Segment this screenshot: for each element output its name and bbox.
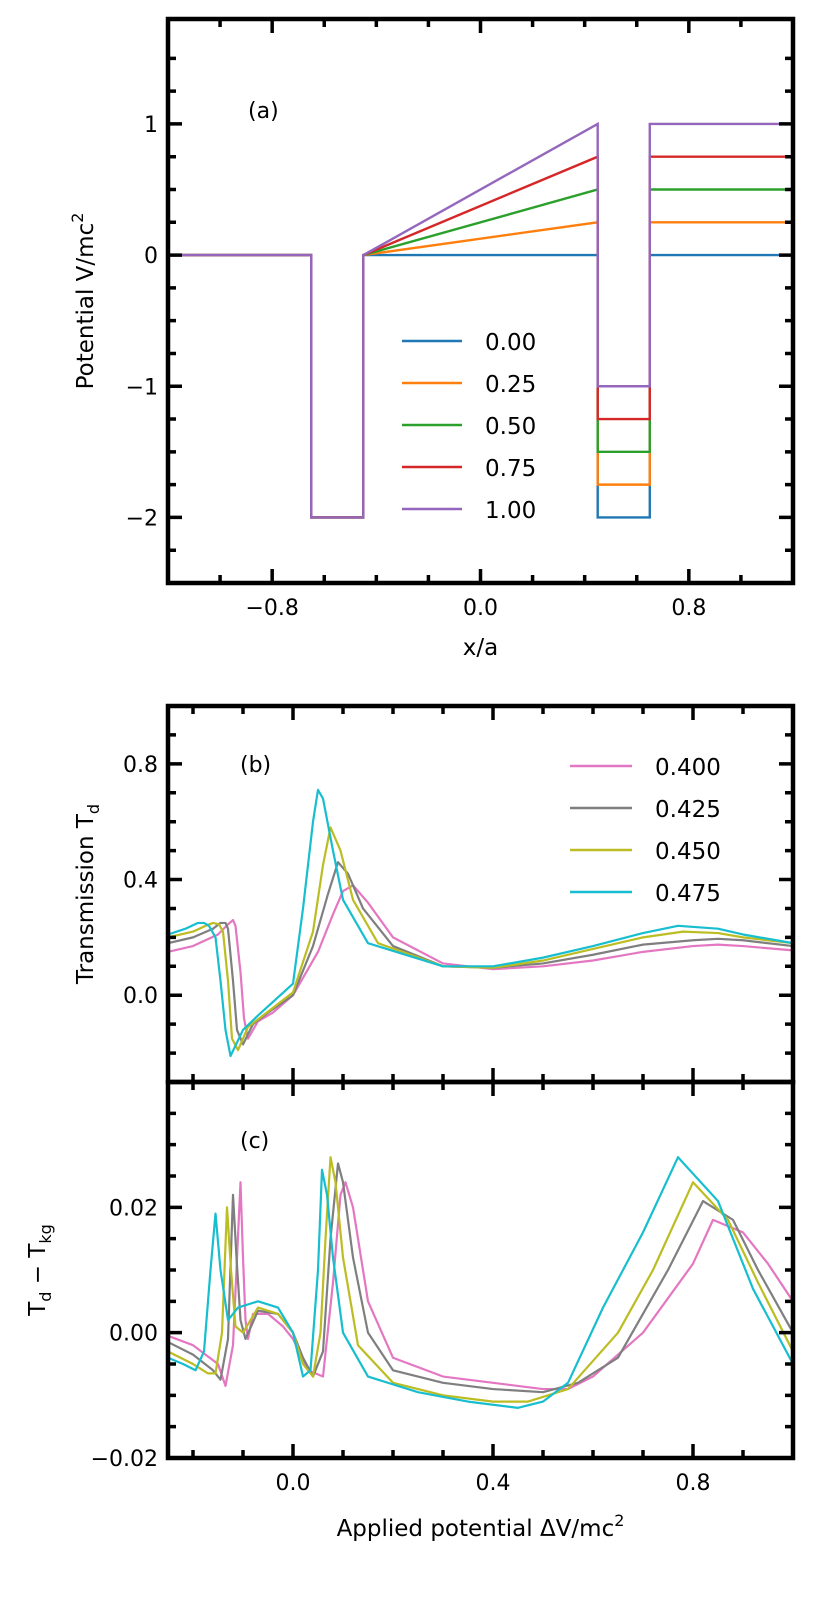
x-axis-label-main: Applied potential ΔV/mc	[337, 1516, 615, 1542]
legend-b: 0.400 0.425 0.450 0.475	[570, 755, 721, 907]
potential-line-1.00	[168, 121, 793, 519]
y-axis-label: Transmission Td	[73, 804, 103, 985]
y-tick-label: −1	[126, 375, 158, 400]
potential-line-0.00	[168, 253, 793, 519]
legend-label: 0.00	[485, 330, 536, 356]
x-tick-label: 0.8	[671, 596, 706, 621]
x-tick-label: 0.4	[476, 1471, 511, 1496]
x-axis-label: x/a	[463, 635, 498, 661]
plot-area	[168, 1156, 793, 1409]
potential-line-0.25	[168, 220, 793, 519]
series-line-0.400	[168, 1181, 793, 1391]
panel-label-b: (b)	[240, 753, 271, 778]
y-axis-label: Potential V/mc2	[68, 213, 99, 390]
legend-label: 0.25	[485, 372, 536, 398]
y-axis-label-mid: − T	[25, 1243, 51, 1292]
legend-label: 0.450	[655, 839, 721, 865]
legend-a: 0.00 0.25 0.50 0.75 1.00	[402, 330, 536, 524]
legend-label: 0.475	[655, 881, 721, 907]
series-line-0.450	[168, 1156, 793, 1403]
y-tick-label: 0.4	[123, 869, 158, 894]
potential-line-0.75	[168, 154, 793, 519]
x-axis-label: Applied potential ΔV/mc2	[337, 1511, 625, 1542]
y-axis-label-main: Potential V/mc	[73, 223, 99, 390]
x-tick-label: 0.0	[276, 1471, 311, 1496]
panel-b: 0.8 0.4 0.0 (b) 0.400 0.425 0.450 0.475 Transmis…	[73, 703, 796, 1085]
panel-label-a: (a)	[248, 99, 279, 124]
y-axis-label: Td − Tkg	[25, 1224, 55, 1317]
y-axis-label-main: T	[25, 1301, 51, 1317]
y-tick-label: 1	[144, 113, 158, 138]
y-axis-label-sup: 2	[68, 213, 87, 223]
y-tick-label: 0.00	[109, 1322, 158, 1347]
axes-frame	[165, 1079, 796, 1461]
axes-frame	[165, 16, 796, 586]
x-tick-label: −0.8	[245, 596, 298, 621]
panel-c: 0.02 0.00 −0.02 0.0 0.4 0.8 Applied potential …	[25, 1079, 796, 1542]
x-tick-label: 0.8	[676, 1471, 711, 1496]
panel-a: −0.8 0.0 0.8 1 0 −1 −2 x/a Potential V/mc2 (a) 0.0…	[68, 16, 796, 661]
tick-marks	[168, 1080, 795, 1460]
y-tick-label: −0.02	[91, 1447, 158, 1472]
series-line-0.425	[168, 861, 793, 1046]
y-axis-label-sub: d	[84, 804, 103, 814]
series-line-0.475	[168, 1156, 793, 1409]
series-line-0.400	[168, 884, 793, 1040]
y-tick-label: −2	[126, 506, 158, 531]
legend-label: 0.75	[485, 456, 536, 482]
series-line-0.475	[168, 788, 793, 1058]
plot-area	[168, 121, 793, 519]
panel-label-c: (c)	[240, 1129, 269, 1154]
y-axis-label-sub2: kg	[36, 1224, 55, 1243]
y-tick-label: 0.8	[123, 753, 158, 778]
y-tick-label: 0.02	[109, 1196, 158, 1221]
legend-label: 1.00	[485, 498, 536, 524]
y-axis-label-sub1: d	[36, 1292, 55, 1302]
series-line-0.425	[168, 1162, 793, 1394]
series-line-0.450	[168, 826, 793, 1052]
x-tick-label: 0.0	[463, 596, 498, 621]
legend-label: 0.400	[655, 755, 721, 781]
legend-label: 0.50	[485, 414, 536, 440]
x-axis-label-sup: 2	[614, 1511, 624, 1530]
y-tick-label: 0	[144, 244, 158, 269]
plot-area	[168, 788, 793, 1058]
y-tick-label: 0.0	[123, 984, 158, 1009]
legend-label: 0.425	[655, 797, 721, 823]
y-axis-label-main: Transmission T	[73, 813, 99, 985]
